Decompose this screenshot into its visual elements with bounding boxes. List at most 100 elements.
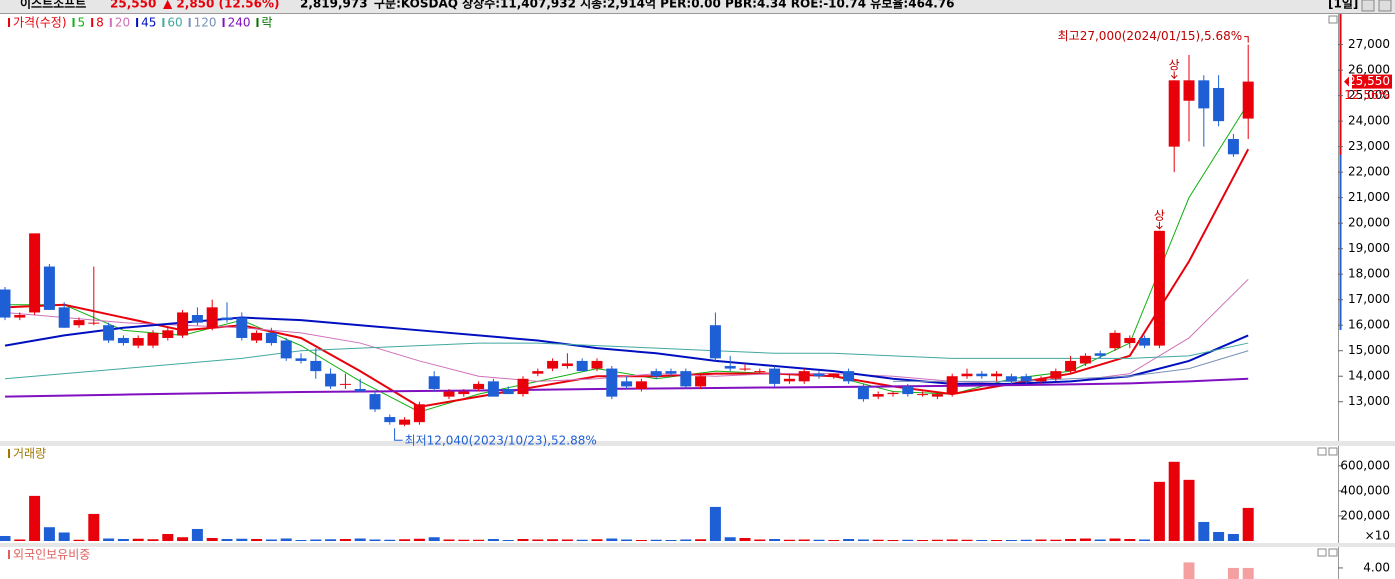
pane-button[interactable]	[1328, 548, 1338, 557]
pane-title: 거래량	[13, 447, 46, 461]
candle-body	[1242, 81, 1254, 119]
legend-swatch	[91, 18, 94, 27]
y-tick-label: 17,000	[1348, 292, 1390, 306]
candle-body	[1139, 337, 1151, 346]
candle-body	[1213, 87, 1225, 122]
ma-line	[4, 278, 1249, 385]
bar	[931, 539, 943, 541]
stock-change: ▲ 2,850 (12.56%)	[163, 0, 280, 11]
candle-body	[162, 330, 174, 338]
candle-body	[103, 325, 115, 341]
bar	[458, 539, 470, 541]
candle-body	[117, 337, 129, 344]
annotation-arrow	[1244, 36, 1249, 43]
legend-label: 45	[141, 16, 156, 30]
pane-button[interactable]	[1328, 447, 1338, 456]
y-tick-label: 26,000	[1348, 63, 1390, 77]
bar	[162, 533, 174, 541]
candle-body	[132, 337, 144, 346]
legend-label: 락	[261, 16, 272, 30]
candle-body	[606, 368, 618, 397]
candle-body	[1168, 80, 1180, 147]
stock-info: 구분:KOSDAQ 상장수:11,407,932 시총:2,914억 PER:0…	[374, 0, 955, 11]
annotation-arrow	[394, 428, 403, 441]
stock-price: 25,550	[110, 0, 156, 11]
candle-body	[1227, 138, 1239, 155]
bar	[739, 537, 751, 541]
window-button[interactable]	[1361, 0, 1375, 12]
pane-button[interactable]	[1317, 548, 1327, 557]
y-tick-label: 19,000	[1348, 241, 1390, 255]
bar	[0, 535, 11, 541]
legend-label: 60	[167, 16, 182, 30]
candle-body	[1005, 376, 1017, 382]
candle-body	[384, 417, 396, 423]
candle-body	[917, 394, 929, 396]
y-tick-label: 22,000	[1348, 165, 1390, 179]
bar	[295, 539, 307, 541]
candle-body	[221, 317, 233, 321]
bar	[665, 539, 677, 541]
bar	[813, 539, 825, 541]
legend-swatch	[162, 18, 165, 27]
stock-name: 이스트소프트	[20, 0, 86, 11]
bar	[1213, 531, 1225, 541]
bar	[413, 538, 425, 541]
candle-body	[561, 363, 573, 367]
candle-body	[724, 366, 736, 369]
bar	[1168, 461, 1180, 541]
pane-divider	[0, 441, 1395, 446]
legend-swatch	[188, 18, 191, 27]
candle-body	[1079, 355, 1091, 364]
legend-label: 8	[96, 16, 104, 30]
candle-body	[1109, 332, 1121, 349]
candle-body	[665, 371, 677, 374]
candle-body	[399, 419, 411, 425]
bar	[724, 537, 736, 541]
bar	[339, 538, 351, 541]
legend-swatch	[222, 18, 225, 27]
bar	[517, 538, 529, 541]
bar	[680, 539, 692, 541]
y-tick-label: 4.00	[1363, 560, 1390, 574]
bar	[547, 539, 559, 541]
pane-button[interactable]	[1317, 447, 1327, 456]
bar	[147, 539, 159, 541]
bar	[828, 539, 840, 541]
candle-body	[369, 394, 381, 410]
candle-body	[295, 358, 307, 361]
bar	[576, 539, 588, 541]
candle-body	[650, 371, 662, 377]
legend-swatch	[8, 18, 10, 27]
bar	[265, 539, 277, 541]
candle-body	[591, 360, 603, 369]
period-button[interactable]: [1일]	[1328, 0, 1358, 11]
y-tick-label: 18,000	[1348, 267, 1390, 281]
bar	[902, 539, 914, 541]
bar	[887, 539, 899, 541]
bar	[561, 539, 573, 541]
window-button[interactable]	[1378, 0, 1392, 12]
last-change-label: 12.56%	[1344, 88, 1390, 102]
candle-body	[621, 381, 633, 387]
bar	[1079, 538, 1091, 541]
bar	[917, 539, 929, 541]
candle-body	[1153, 230, 1165, 346]
pane-title: 외국인보유비중	[13, 548, 90, 562]
candle-body	[236, 317, 248, 338]
candle-body	[887, 392, 899, 395]
y-tick-label: 13,000	[1348, 394, 1390, 408]
pane-divider	[0, 543, 1395, 547]
bar	[29, 495, 41, 541]
pane-button[interactable]	[1328, 15, 1338, 24]
y-tick-label: 21,000	[1348, 190, 1390, 204]
bar	[1227, 567, 1239, 579]
candle-body	[147, 332, 159, 346]
candle-body	[739, 368, 751, 370]
legend-label: 20	[115, 16, 130, 30]
y-tick-label: 400,000	[1340, 483, 1390, 497]
bar	[991, 539, 1003, 541]
candle-body	[813, 373, 825, 377]
bar	[428, 537, 440, 541]
